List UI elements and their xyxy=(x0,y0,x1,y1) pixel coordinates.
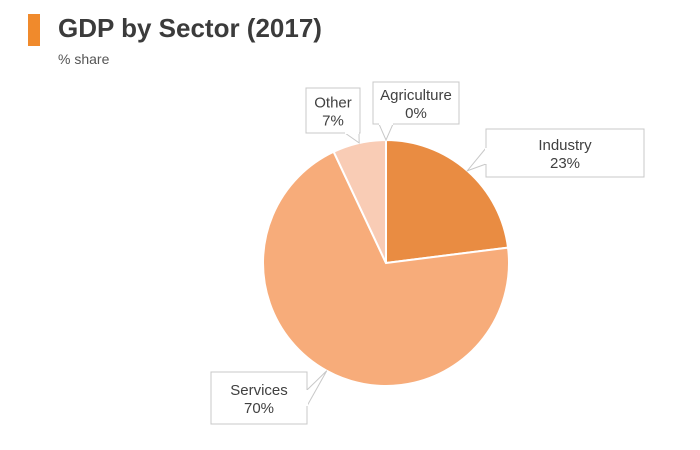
chart-title: GDP by Sector (2017) xyxy=(58,13,322,43)
slice-label-other: Other xyxy=(314,95,352,112)
slice-label-industry: Industry xyxy=(538,137,592,154)
slice-value-other: 7% xyxy=(322,113,344,130)
callout-box-agriculture xyxy=(372,81,460,125)
chart-subtitle: % share xyxy=(58,51,110,67)
title-accent-bar xyxy=(28,14,40,46)
callout-pointer-industry xyxy=(465,146,487,172)
callout-pointer-other xyxy=(343,132,360,144)
callout-box-other xyxy=(305,87,361,134)
callout-box-services xyxy=(210,371,308,425)
pie-slices xyxy=(262,138,510,387)
slice-value-agriculture: 0% xyxy=(405,105,427,122)
pie-slice-services xyxy=(262,150,510,387)
slice-label-agriculture: Agriculture xyxy=(380,87,452,104)
callout-pointer-agriculture xyxy=(378,123,394,142)
slice-label-services: Services xyxy=(230,382,288,399)
slice-value-industry: 23% xyxy=(550,155,580,172)
callout-pointer-services xyxy=(306,370,328,408)
slice-value-services: 70% xyxy=(244,400,274,417)
